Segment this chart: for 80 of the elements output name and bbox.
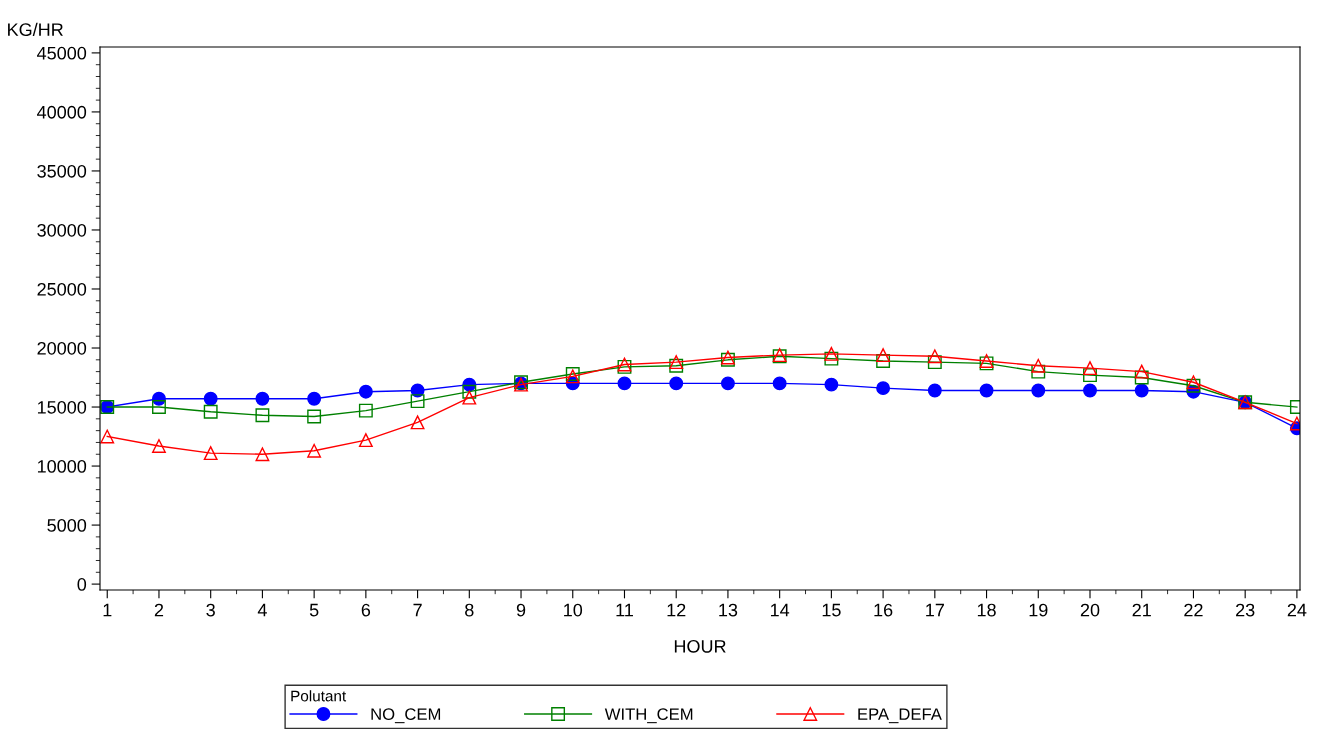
point [1134, 383, 1149, 398]
x-tick-label: 17 [926, 603, 944, 617]
point [358, 433, 373, 448]
point [669, 376, 684, 391]
legend-title: Polutant [291, 690, 347, 702]
point [152, 391, 166, 406]
legend-label: EPA_DEFA [858, 708, 942, 724]
x-tick-label: 2 [154, 603, 164, 617]
legend-label: NO_CEM [371, 708, 441, 724]
point [1083, 368, 1097, 383]
point [876, 381, 891, 396]
x-tick-label: 10 [564, 603, 583, 617]
x-tick-label: 21 [1132, 603, 1151, 617]
x-tick-label: 12 [667, 603, 686, 617]
point [100, 429, 115, 444]
x-tick-label: 11 [616, 603, 633, 617]
point [462, 390, 477, 405]
x-tick-label: 6 [361, 603, 371, 617]
point [203, 391, 218, 406]
point [772, 376, 787, 391]
legend-label: WITH_CEM [604, 708, 693, 724]
point [1083, 383, 1097, 398]
y-tick-label: 40000 [37, 105, 87, 119]
x-tick-label: 20 [1080, 603, 1100, 617]
x-tick-label: 14 [770, 603, 790, 617]
point [824, 351, 839, 366]
x-tick-label: 9 [516, 603, 526, 617]
point [720, 376, 735, 391]
x-tick-label: 1 [103, 603, 112, 617]
point [1083, 361, 1097, 376]
point [203, 446, 218, 461]
y-tick-label: 25000 [37, 282, 87, 296]
y-tick-label: 35000 [37, 164, 87, 178]
point [255, 447, 270, 462]
point [1031, 383, 1046, 398]
point [927, 349, 942, 364]
point [255, 408, 270, 423]
x-tick-label: 15 [822, 603, 841, 617]
y-tick-label: 30000 [37, 223, 87, 237]
x-tick-label: 4 [257, 603, 267, 617]
x-tick-label: 24 [1287, 603, 1307, 617]
point [410, 394, 425, 409]
x-axis-title: HOUR [674, 639, 726, 653]
point [617, 376, 632, 391]
point [824, 377, 839, 392]
point [410, 415, 425, 430]
point [824, 346, 839, 361]
x-tick-label: 7 [413, 603, 422, 617]
point [358, 384, 373, 399]
y-tick-label: 20000 [37, 341, 87, 355]
y-tick-label: 15000 [37, 400, 87, 414]
x-tick-label: 5 [309, 603, 319, 617]
y-axis-title: KG/HR [8, 22, 63, 37]
x-tick-label: 22 [1184, 603, 1203, 617]
point [876, 348, 891, 363]
point [152, 400, 166, 414]
x-tick-label: 13 [719, 603, 738, 617]
x-tick-label: 18 [977, 603, 996, 617]
y-tick-label: 0 [77, 578, 87, 591]
point [203, 404, 218, 419]
point [152, 439, 166, 453]
x-tick-label: 3 [206, 603, 215, 617]
x-tick-label: 8 [465, 603, 474, 617]
y-tick-label: 10000 [37, 459, 87, 473]
x-tick-label: 16 [874, 603, 893, 617]
point [307, 391, 322, 406]
point [307, 409, 322, 424]
y-tick-label: 45000 [37, 46, 87, 60]
point [927, 383, 942, 398]
point [255, 391, 270, 406]
x-tick-label: 23 [1236, 603, 1255, 617]
point [979, 383, 994, 398]
x-tick-label: 19 [1029, 603, 1048, 617]
point [927, 355, 942, 370]
point [1031, 358, 1046, 373]
point [462, 384, 477, 399]
point [358, 403, 373, 418]
point [1134, 364, 1149, 379]
y-tick-label: 5000 [47, 519, 87, 532]
point [307, 443, 322, 458]
